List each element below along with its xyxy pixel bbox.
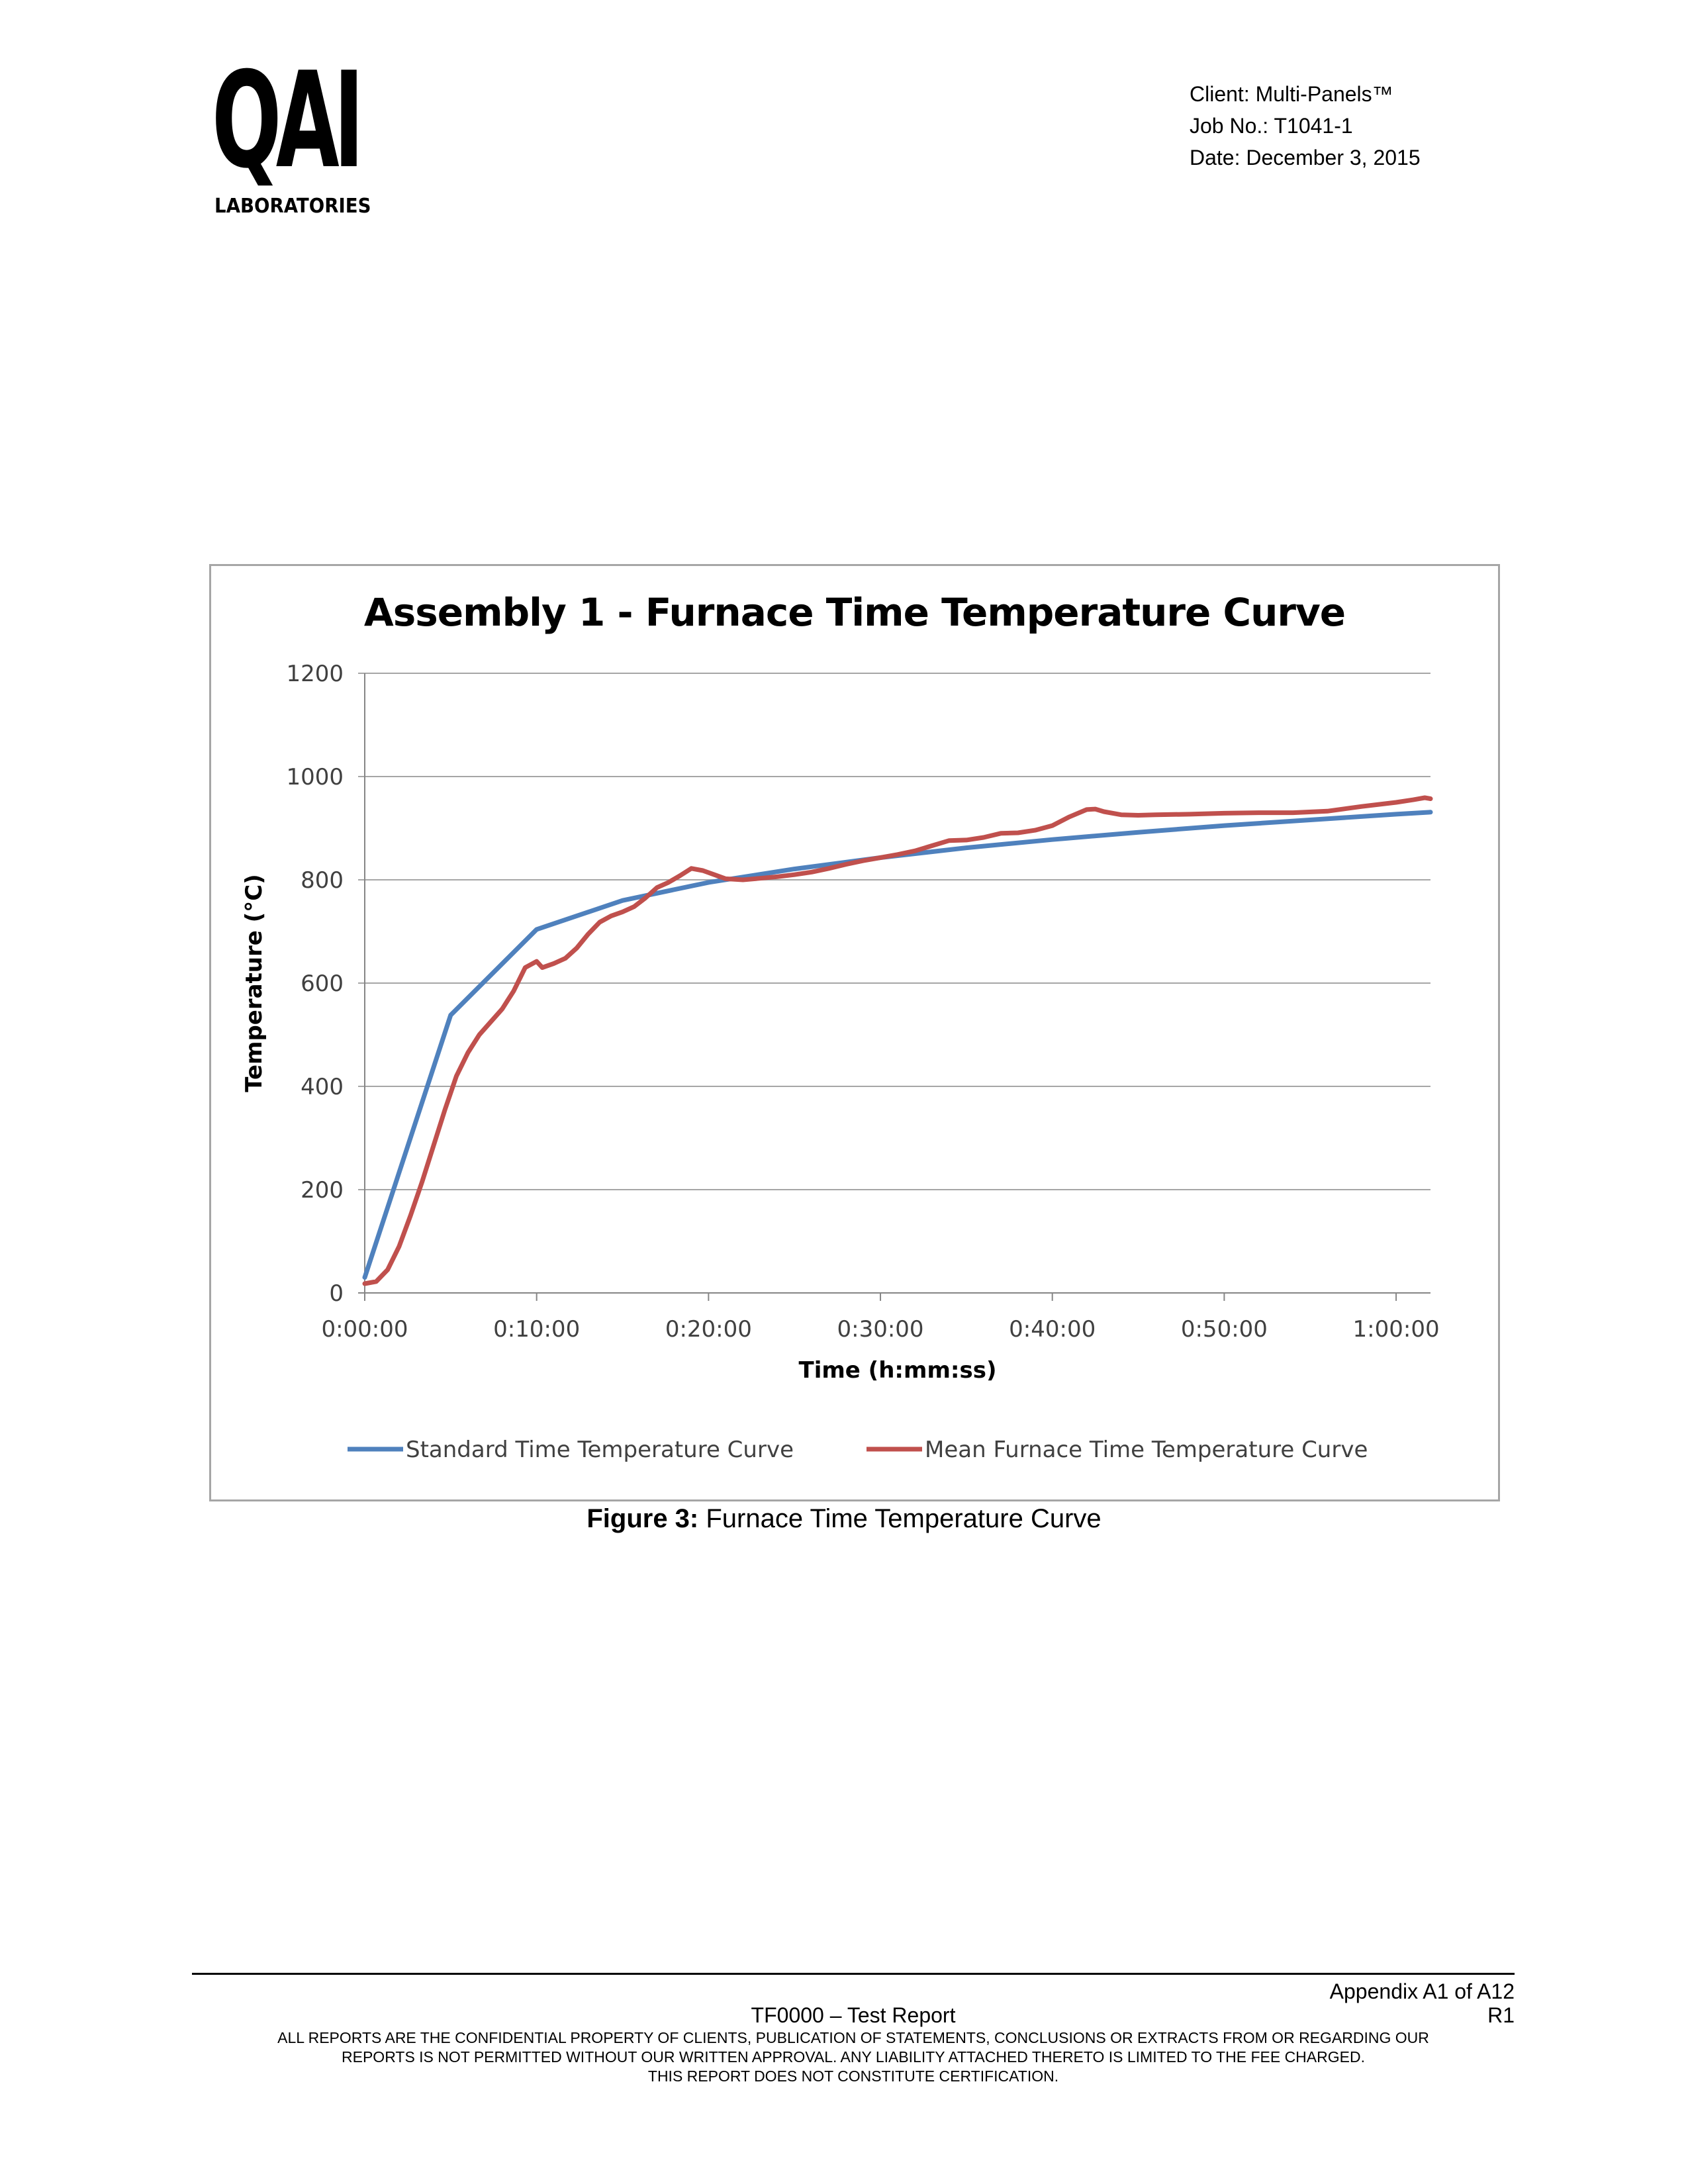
logo-subtitle: LABORATORIES [214,195,371,218]
date-line: Date: December 3, 2015 [1190,146,1421,169]
y-tick-label: 0 [329,1280,344,1307]
revision-label: R1 [1487,2003,1515,2027]
y-tick-label: 800 [301,867,344,894]
y-tick-label: 400 [301,1074,344,1100]
qai-laboratories-logo: QAI LABORATORIES [212,44,371,218]
appendix-label: Appendix A1 of A12 [1329,1979,1515,2003]
x-tick-label: 0:10:00 [493,1316,580,1343]
chart-frame: Assembly 1 - Furnace Time Temperature Cu… [209,564,1500,1501]
report-name: TF0000 – Test Report [751,2003,956,2027]
legal-line-2: REPORTS IS NOT PERMITTED WITHOUT OUR WRI… [342,2048,1365,2065]
y-tick-label: 600 [301,971,344,997]
chart-title: Assembly 1 - Furnace Time Temperature Cu… [363,590,1346,635]
x-tick-label: 0:00:00 [321,1316,408,1343]
legend-label: Mean Furnace Time Temperature Curve [925,1437,1368,1463]
furnace-chart: 0 200 400 600 800 1000 1200 0:00:00 0:10:00 0:20:… [241,661,1440,1463]
job-number-line: Job No.: T1041-1 [1190,114,1353,138]
legal-notice: ALL REPORTS ARE THE CONFIDENTIAL PROPERT… [192,2028,1515,2086]
footer-divider [192,1973,1515,1975]
x-tick-label: 0:30:00 [837,1316,923,1343]
y-tick-label: 1200 [286,661,344,687]
x-tick-label: 0:40:00 [1009,1316,1096,1343]
series-line-standard [362,810,1433,1280]
y-tick-label: 200 [301,1177,344,1204]
figure-caption-text: Furnace Time Temperature Curve [698,1504,1102,1533]
x-tick-label: 0:50:00 [1181,1316,1268,1343]
figure-caption-label: Figure 3: [586,1504,699,1533]
report-info: Client: Multi-Panels™ Job No.: T1041-1 D… [1190,78,1421,173]
logo-letters: QAI [212,44,364,198]
x-tick-label: 0:20:00 [665,1316,752,1343]
figure-caption: Figure 3: Furnace Time Temperature Curve [0,1504,1688,1534]
legend-label: Standard Time Temperature Curve [406,1437,794,1463]
client-line: Client: Multi-Panels™ [1190,82,1393,106]
x-axis-title: Time (h:mm:ss) [799,1357,997,1384]
y-tick-label: 1000 [286,764,344,790]
series-line-furnace [362,795,1433,1286]
legal-line-1: ALL REPORTS ARE THE CONFIDENTIAL PROPERT… [277,2029,1429,2046]
legal-line-3: THIS REPORT DOES NOT CONSTITUTE CERTIFIC… [647,2067,1059,2085]
y-axis-title: Temperature (°C) [241,874,267,1092]
x-tick-label: 1:00:00 [1353,1316,1440,1343]
